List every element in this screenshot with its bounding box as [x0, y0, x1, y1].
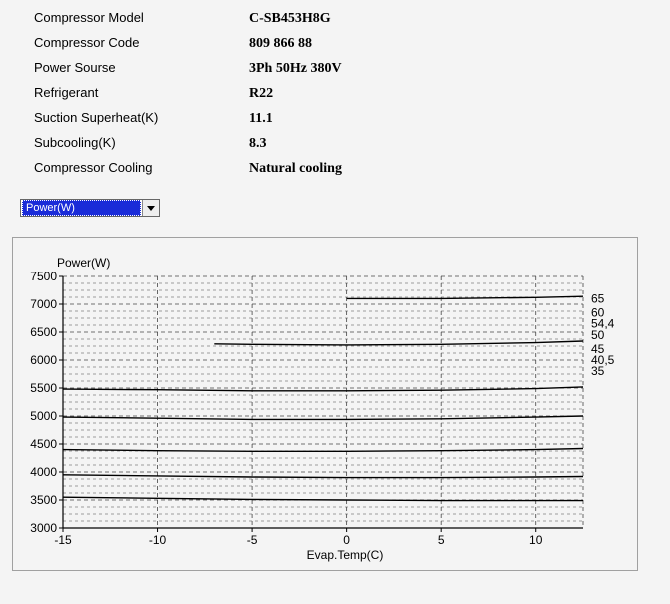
spec-label: Suction Superheat(K)	[34, 110, 249, 125]
spec-label: Compressor Cooling	[34, 160, 249, 175]
spec-value: 11.1	[249, 111, 273, 127]
spec-row: RefrigerantR22	[34, 85, 670, 102]
svg-text:7500: 7500	[30, 272, 57, 283]
spec-value: 3Ph 50Hz 380V	[249, 61, 342, 77]
svg-text:5000: 5000	[30, 409, 57, 423]
spec-value: R22	[249, 86, 273, 102]
svg-text:-10: -10	[149, 533, 167, 547]
svg-text:10: 10	[529, 533, 543, 547]
svg-text:0: 0	[343, 533, 350, 547]
svg-text:7000: 7000	[30, 297, 57, 311]
svg-text:6500: 6500	[30, 325, 57, 339]
spec-label: Compressor Code	[34, 35, 249, 50]
chart-x-title: Evap.Temp(C)	[63, 548, 627, 562]
spec-row: Compressor CoolingNatural cooling	[34, 160, 670, 177]
svg-text:3000: 3000	[30, 521, 57, 535]
svg-text:6000: 6000	[30, 353, 57, 367]
spec-row: Suction Superheat(K)11.1	[34, 110, 670, 127]
svg-text:5500: 5500	[30, 381, 57, 395]
dropdown-selected: Power(W)	[22, 200, 141, 216]
svg-text:3500: 3500	[30, 493, 57, 507]
spec-row: Subcooling(K)8.3	[34, 135, 670, 152]
svg-text:4000: 4000	[30, 465, 57, 479]
svg-text:35: 35	[591, 364, 605, 378]
svg-text:65: 65	[591, 291, 605, 305]
chart-y-title: Power(W)	[57, 256, 627, 270]
spec-value: 809 866 88	[249, 36, 312, 52]
spec-value: C-SB453H8G	[249, 11, 331, 27]
spec-row: Compressor Code809 866 88	[34, 35, 670, 52]
power-dropdown[interactable]: Power(W)	[20, 199, 160, 217]
svg-text:5: 5	[438, 533, 445, 547]
spec-row: Compressor ModelC-SB453H8G	[34, 10, 670, 27]
spec-table: Compressor ModelC-SB453H8GCompressor Cod…	[0, 0, 670, 195]
spec-value: Natural cooling	[249, 161, 342, 177]
svg-text:-15: -15	[54, 533, 72, 547]
svg-text:-5: -5	[247, 533, 258, 547]
spec-label: Power Sourse	[34, 60, 249, 75]
spec-label: Refrigerant	[34, 85, 249, 100]
chevron-down-icon	[142, 200, 159, 216]
spec-label: Compressor Model	[34, 10, 249, 25]
svg-text:4500: 4500	[30, 437, 57, 451]
spec-row: Power Sourse3Ph 50Hz 380V	[34, 60, 670, 77]
chart-frame: Power(W) 3000350040004500500055006000650…	[12, 237, 638, 571]
spec-value: 8.3	[249, 136, 267, 152]
spec-label: Subcooling(K)	[34, 135, 249, 150]
svg-text:50: 50	[591, 328, 605, 342]
dropdown-row: Power(W)	[0, 195, 670, 227]
power-chart: 3000350040004500500055006000650070007500…	[23, 272, 627, 550]
